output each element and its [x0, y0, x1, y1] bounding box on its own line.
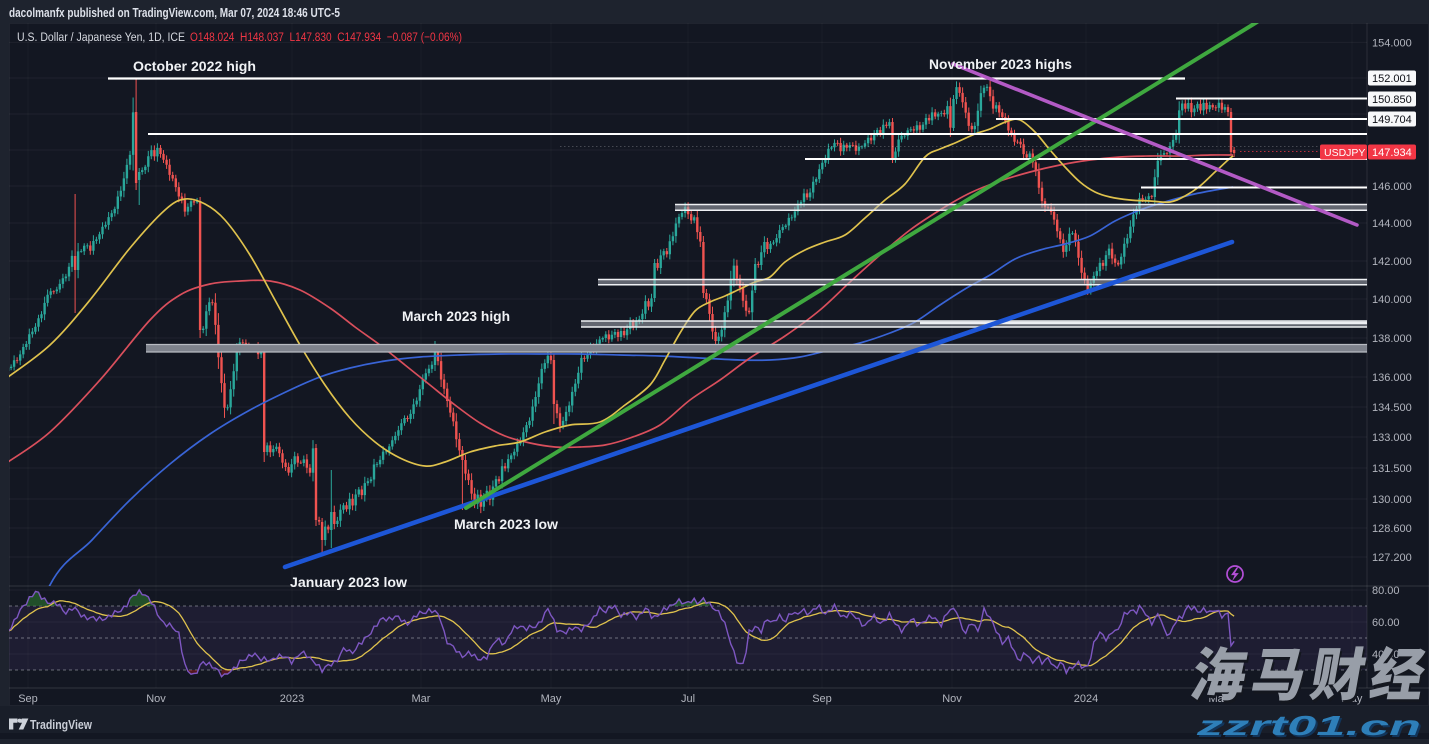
svg-text:Nov: Nov: [942, 693, 962, 705]
svg-text:149.704: 149.704: [1372, 114, 1412, 126]
svg-text:134.500: 134.500: [1372, 402, 1412, 414]
svg-text:January 2023 low: January 2023 low: [290, 575, 408, 590]
svg-text:zzrt01.cn: zzrt01.cn: [1197, 712, 1423, 739]
svg-text:150.850: 150.850: [1372, 94, 1412, 106]
svg-text:154.000: 154.000: [1372, 37, 1412, 49]
svg-text:140.000: 140.000: [1372, 294, 1412, 306]
svg-text:2023: 2023: [280, 693, 304, 705]
svg-text:U.S. Dollar / Japanese Yen, 1D: U.S. Dollar / Japanese Yen, 1D, ICE: [17, 30, 185, 44]
svg-text:Jul: Jul: [681, 693, 695, 705]
svg-text:November 2023 highs: November 2023 highs: [929, 57, 1072, 72]
svg-text:136.000: 136.000: [1372, 372, 1412, 384]
svg-text:138.000: 138.000: [1372, 333, 1412, 345]
svg-text:Sep: Sep: [812, 693, 832, 705]
svg-text:March 2023 low: March 2023 low: [454, 517, 559, 532]
svg-text:146.000: 146.000: [1372, 181, 1412, 193]
svg-text:152.001: 152.001: [1372, 73, 1412, 85]
svg-text:144.000: 144.000: [1372, 218, 1412, 230]
svg-text:October 2022 high: October 2022 high: [133, 59, 256, 74]
svg-text:130.000: 130.000: [1372, 494, 1412, 506]
svg-text:131.500: 131.500: [1372, 463, 1412, 475]
svg-text:zzrt01.cn: zzrt01.cn: [1195, 710, 1421, 739]
svg-text:TradingView: TradingView: [30, 717, 93, 732]
svg-text:127.200: 127.200: [1372, 552, 1412, 564]
svg-text:Nov: Nov: [146, 693, 166, 705]
svg-text:USDJPY: USDJPY: [1324, 147, 1365, 159]
svg-text:133.000: 133.000: [1372, 432, 1412, 444]
svg-text:147.934: 147.934: [1372, 147, 1412, 159]
svg-text:March 2023 high: March 2023 high: [402, 309, 510, 324]
svg-text:2024: 2024: [1074, 693, 1098, 705]
svg-text:dacolmanfx published on Tradin: dacolmanfx published on TradingView.com,…: [9, 6, 340, 20]
svg-text:May: May: [541, 693, 562, 705]
svg-text:142.000: 142.000: [1372, 256, 1412, 268]
svg-text:80.00: 80.00: [1372, 585, 1400, 597]
svg-text:60.00: 60.00: [1372, 617, 1400, 629]
svg-text:Mar: Mar: [412, 693, 431, 705]
svg-text:Sep: Sep: [18, 693, 38, 705]
svg-text:128.600: 128.600: [1372, 523, 1412, 535]
svg-text:O148.024 H148.037 L147.830: O148.024 H148.037 L147.830 C147.934 −0.0…: [190, 30, 462, 44]
